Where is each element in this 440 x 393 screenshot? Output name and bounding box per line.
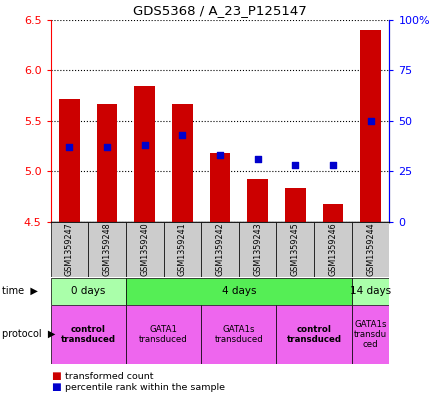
Point <box>103 144 110 150</box>
Text: GATA1
transduced: GATA1 transduced <box>139 325 188 344</box>
Bar <box>247 178 268 222</box>
Bar <box>51 222 88 277</box>
Title: GDS5368 / A_23_P125147: GDS5368 / A_23_P125147 <box>133 4 307 17</box>
Bar <box>126 222 164 277</box>
Bar <box>164 222 201 277</box>
Bar <box>285 187 306 222</box>
Text: transformed count: transformed count <box>65 372 154 381</box>
Bar <box>126 305 201 364</box>
Bar <box>352 305 389 364</box>
Text: 0 days: 0 days <box>71 286 106 296</box>
Bar <box>360 30 381 222</box>
Text: GSM1359245: GSM1359245 <box>291 223 300 276</box>
Point <box>330 162 337 169</box>
Text: GSM1359247: GSM1359247 <box>65 223 74 276</box>
Text: GATA1s
transduced: GATA1s transduced <box>214 325 263 344</box>
Text: GSM1359242: GSM1359242 <box>216 223 224 276</box>
Point <box>216 152 224 158</box>
Text: GSM1359246: GSM1359246 <box>328 223 337 276</box>
Bar <box>51 278 126 305</box>
Text: GSM1359244: GSM1359244 <box>366 223 375 276</box>
Bar <box>134 86 155 222</box>
Bar <box>352 278 389 305</box>
Text: ■: ■ <box>51 382 60 392</box>
Bar <box>97 104 117 222</box>
Point <box>66 144 73 150</box>
Bar <box>323 204 343 222</box>
Text: GATA1s
transdu
ced: GATA1s transdu ced <box>354 320 387 349</box>
Bar <box>51 305 126 364</box>
Bar <box>276 222 314 277</box>
Text: percentile rank within the sample: percentile rank within the sample <box>65 383 225 391</box>
Bar <box>59 99 80 222</box>
Bar <box>201 305 276 364</box>
Point <box>367 118 374 124</box>
Text: GSM1359241: GSM1359241 <box>178 223 187 276</box>
Point <box>141 142 148 148</box>
Text: GSM1359243: GSM1359243 <box>253 223 262 276</box>
Text: 4 days: 4 days <box>222 286 256 296</box>
Point <box>179 132 186 138</box>
Text: control
transduced: control transduced <box>286 325 341 344</box>
Bar <box>126 278 352 305</box>
Point <box>254 156 261 162</box>
Bar <box>88 222 126 277</box>
Bar <box>201 222 239 277</box>
Bar <box>239 222 276 277</box>
Text: GSM1359248: GSM1359248 <box>103 223 112 276</box>
Text: ■: ■ <box>51 371 60 382</box>
Point <box>292 162 299 169</box>
Text: protocol  ▶: protocol ▶ <box>2 329 55 340</box>
Bar <box>314 222 352 277</box>
Bar <box>172 104 193 222</box>
Text: control
transduced: control transduced <box>61 325 116 344</box>
Text: 14 days: 14 days <box>350 286 391 296</box>
Bar <box>276 305 352 364</box>
Text: GSM1359240: GSM1359240 <box>140 223 149 276</box>
Text: time  ▶: time ▶ <box>2 286 38 296</box>
Bar <box>352 222 389 277</box>
Bar <box>209 153 231 222</box>
